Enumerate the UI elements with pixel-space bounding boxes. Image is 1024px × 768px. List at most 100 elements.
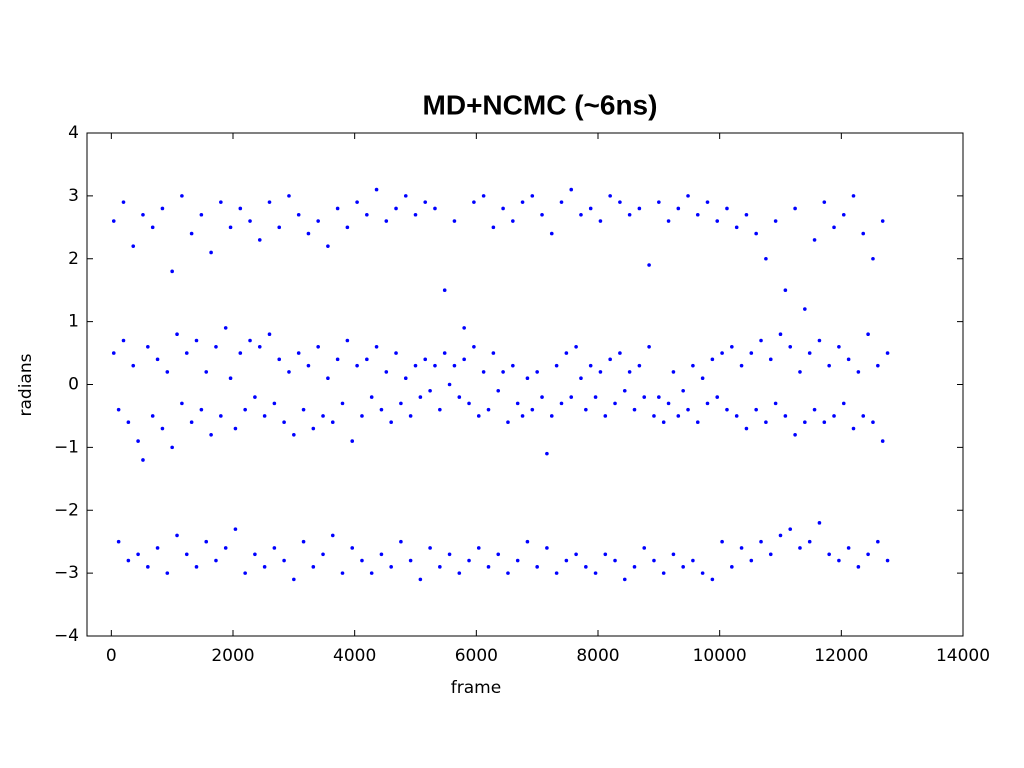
point [126,420,131,425]
point [121,338,126,343]
point [467,401,471,406]
point [311,565,316,569]
point [155,546,160,550]
point [369,395,374,399]
point [730,565,734,569]
point [189,420,194,425]
point [374,344,379,349]
point [695,212,700,217]
point [243,571,247,575]
point [321,414,325,418]
point [384,370,389,374]
point [447,552,452,557]
point [632,407,637,412]
point [360,558,364,563]
point [812,238,817,242]
point [603,552,608,557]
point [184,351,189,355]
point [131,244,136,248]
point [764,256,768,261]
point [822,200,827,204]
point [705,401,710,406]
point [170,445,174,450]
point [306,363,311,368]
point [715,395,720,399]
point [525,376,530,381]
point [481,370,486,374]
point [379,552,384,557]
point [194,565,199,569]
point [608,194,612,198]
point [559,200,564,204]
point [832,225,836,230]
point [296,351,301,355]
point [267,332,272,337]
point [413,363,418,368]
point [549,231,554,236]
point [676,206,681,211]
point [287,194,291,198]
point [476,546,481,550]
point [744,212,749,217]
point [141,212,145,217]
point [866,552,870,557]
point [647,344,651,349]
point [184,552,189,557]
point [228,225,233,230]
y-tick-label: 0 [68,375,79,395]
point [209,250,213,255]
point [428,388,432,393]
point [204,539,209,544]
point [759,539,763,544]
point [379,407,384,412]
point [350,546,355,550]
point [506,571,510,575]
point [754,407,758,412]
point [413,212,418,217]
point [301,407,306,412]
point [399,539,403,544]
point [807,539,812,544]
point [374,187,379,192]
point [734,225,739,230]
point [126,558,131,563]
point [340,401,345,406]
point [384,219,389,223]
plot-frame [86,132,964,637]
point [452,363,457,368]
point [433,206,437,211]
point [681,388,685,393]
point [661,571,666,575]
y-tick-label: −4 [54,626,79,646]
point [496,388,501,393]
point [856,370,861,374]
point [433,363,437,368]
point [764,420,768,425]
point [219,414,223,418]
point [754,231,758,236]
point [720,351,724,355]
point [238,351,243,355]
point [705,200,710,204]
point [515,401,520,406]
point [642,395,647,399]
point [350,439,355,443]
point [282,558,286,563]
point [136,439,140,443]
y-axis-label: radians [16,353,36,416]
point [739,363,744,368]
point [199,212,204,217]
point [277,225,282,230]
point [160,206,165,211]
point [214,558,218,563]
point [603,414,608,418]
point [885,558,890,563]
point [369,571,374,575]
point [861,414,866,418]
x-tick-label: 6000 [455,646,498,666]
point [695,420,700,425]
point [637,206,642,211]
x-tick-label: 14000 [936,646,990,666]
point [418,395,423,399]
y-tick-label: 4 [68,123,79,143]
